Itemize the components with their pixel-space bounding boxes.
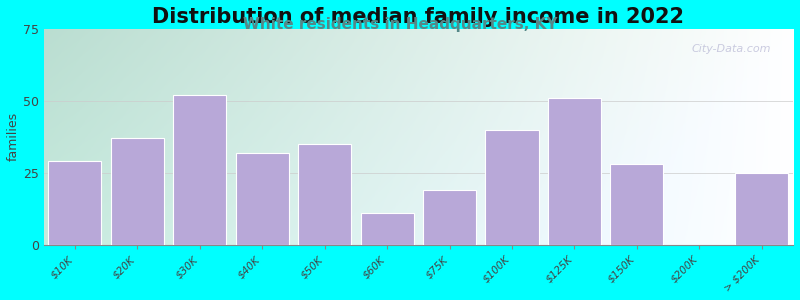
- Bar: [548, 98, 601, 245]
- Bar: [486, 130, 538, 245]
- Bar: [298, 144, 351, 245]
- Title: Distribution of median family income in 2022: Distribution of median family income in …: [152, 7, 684, 27]
- Bar: [236, 153, 289, 245]
- Text: City-Data.com: City-Data.com: [691, 44, 770, 54]
- Bar: [48, 161, 102, 245]
- Bar: [110, 138, 164, 245]
- Text: White residents in Headquarters, KY: White residents in Headquarters, KY: [242, 16, 558, 32]
- Bar: [423, 190, 476, 245]
- Y-axis label: families: families: [7, 112, 20, 161]
- Bar: [361, 213, 414, 245]
- Bar: [610, 164, 663, 245]
- Bar: [173, 95, 226, 245]
- Bar: [735, 173, 788, 245]
